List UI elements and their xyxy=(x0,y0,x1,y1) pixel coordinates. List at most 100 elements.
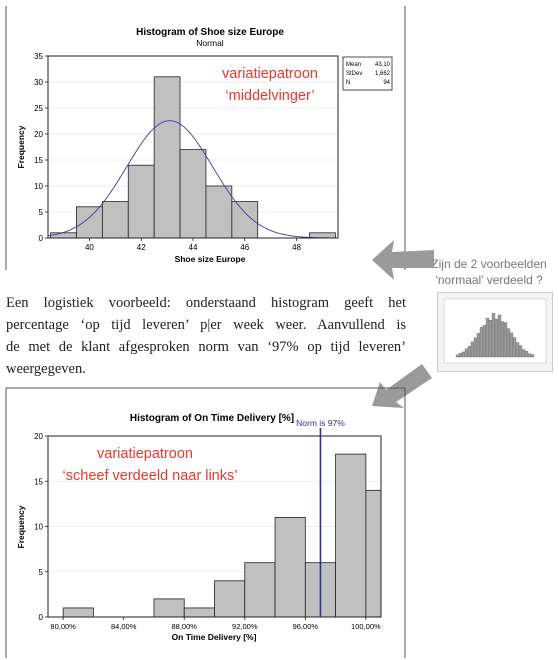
thumb-bar xyxy=(488,320,493,358)
arrow-left-icon xyxy=(372,240,434,280)
y-tick-label: 15 xyxy=(34,156,43,165)
histogram-bar xyxy=(76,206,103,239)
thumb-bar xyxy=(515,342,520,358)
stat-label-stdev: StDev xyxy=(346,71,362,77)
x-tick-label: 88,00% xyxy=(172,622,198,631)
thumb-bar xyxy=(500,321,505,358)
thumb-bar xyxy=(527,353,532,358)
x-tick-label: 92,00% xyxy=(232,622,258,631)
thumb-bar xyxy=(479,327,484,358)
histogram-bar xyxy=(365,489,382,618)
question-line-1: Zijn de 2 voorbeelden xyxy=(431,257,547,271)
y-axis-label: Frequency xyxy=(16,125,26,168)
x-tick-label: 100,00% xyxy=(351,622,381,631)
question-text: Zijn de 2 voorbeelden ‘normaal’ verdeeld… xyxy=(420,256,558,288)
norm-reference-label: Norm is 97% xyxy=(296,418,345,428)
stat-value-n: 94 xyxy=(383,80,390,86)
question-line-2: ‘normaal’ verdeeld ? xyxy=(435,273,543,287)
histogram-bar xyxy=(101,201,129,239)
thumb-bar xyxy=(455,354,460,358)
y-tick-label: 35 xyxy=(34,52,43,61)
histogram-bar xyxy=(127,164,155,239)
histogram-bar xyxy=(153,76,181,239)
shoe-size-histogram: Histogram of Shoe size Europe Normal 0 5 1… xyxy=(5,6,406,270)
y-tick-label: 5 xyxy=(39,568,44,577)
x-tick-label: 84,00% xyxy=(111,622,137,631)
histogram-bar xyxy=(153,598,185,618)
stat-label-n: N xyxy=(346,80,350,86)
x-tick-label: 44 xyxy=(189,243,198,252)
paragraph-line-4: weergegeven. xyxy=(6,361,86,377)
y-axis-label: Frequency xyxy=(16,505,26,548)
thumb-bar xyxy=(506,328,511,358)
histogram-bar xyxy=(274,517,306,618)
explanation-paragraph: Een logistiek voorbeeld: onderstaand his… xyxy=(6,292,406,380)
thumb-bar xyxy=(530,354,535,358)
thumb-bar xyxy=(497,314,502,358)
histogram-bar xyxy=(62,607,94,618)
stat-value-stdev: 1,662 xyxy=(375,71,391,77)
normal-fit-curve xyxy=(47,120,338,239)
annotation-line-2: ‘scheef verdeeld naar links’ xyxy=(63,468,238,484)
y-tick-label: 20 xyxy=(34,130,43,139)
on-time-delivery-histogram: Histogram of On Time Delivery [%] Norm i… xyxy=(5,387,406,658)
arrow-to-bottom-chart xyxy=(372,364,432,408)
thumb-bar xyxy=(485,317,490,358)
histogram-bar xyxy=(335,453,367,618)
annotation-line-2: ‘middelvinger’ xyxy=(225,88,314,104)
arrow-to-top-chart xyxy=(372,240,434,280)
x-axis-label: On Time Delivery [%] xyxy=(172,632,257,642)
stat-label-mean: Mean xyxy=(346,62,361,68)
x-tick-label: 48 xyxy=(292,243,301,252)
y-tick-label: 0 xyxy=(39,613,44,622)
y-tick-label: 10 xyxy=(34,523,43,532)
y-tick-label: 0 xyxy=(39,234,44,243)
x-axis-label: Shoe size Europe xyxy=(175,254,246,264)
thumb-bar xyxy=(482,324,487,358)
thumbnail-histogram xyxy=(437,292,553,372)
histogram-bar xyxy=(214,580,246,618)
thumb-bar xyxy=(467,346,472,358)
thumb-bar xyxy=(458,353,463,358)
thumb-bar xyxy=(524,351,529,358)
paragraph-line-1: Een logistiek voorbeeld: onderstaand his… xyxy=(6,295,406,311)
y-tick-label: 20 xyxy=(34,432,43,441)
annotation-line-1: variatiepatroon xyxy=(222,66,318,82)
thumb-bar xyxy=(464,348,469,358)
x-tick-label: 40 xyxy=(85,243,94,252)
thumb-bar xyxy=(509,332,514,358)
y-tick-label: 5 xyxy=(39,208,44,217)
x-tick-label: 46 xyxy=(240,243,249,252)
annotation-line-1: variatiepatroon xyxy=(97,446,193,462)
thumb-bar xyxy=(503,322,508,358)
thumbnail-histogram-image xyxy=(443,298,547,364)
thumb-bar xyxy=(476,333,481,358)
chart-title: Histogram of Shoe size Europe xyxy=(136,27,284,38)
histogram-bar xyxy=(183,607,215,618)
y-tick-label: 30 xyxy=(34,78,43,87)
thumb-bar xyxy=(494,318,499,358)
thumb-bar xyxy=(461,351,466,358)
histogram-bar xyxy=(179,149,207,239)
thumb-bar xyxy=(512,337,517,358)
chart-subtitle: Normal xyxy=(196,38,224,48)
histogram-bar xyxy=(231,201,259,239)
stat-value-mean: 43,10 xyxy=(375,62,391,68)
histogram-bar xyxy=(205,185,233,239)
thumb-bar xyxy=(521,349,526,358)
thumb-bar xyxy=(491,313,496,358)
x-tick-label: 42 xyxy=(137,243,146,252)
histogram-bar xyxy=(50,232,77,239)
paragraph-line-3: de met de klant afgesproken norm van ‘97… xyxy=(6,339,406,355)
arrow-down-left-icon xyxy=(372,364,432,408)
thumb-bar xyxy=(470,341,475,358)
y-tick-label: 25 xyxy=(34,104,43,113)
stats-box: Mean 43,10 StDev 1,662 N 94 xyxy=(342,56,393,91)
x-tick-label: 80,00% xyxy=(50,622,76,631)
histogram-bar xyxy=(244,562,276,618)
thumb-bar xyxy=(473,337,478,358)
y-tick-label: 10 xyxy=(34,182,43,191)
thumb-bar xyxy=(518,345,523,358)
y-tick-label: 15 xyxy=(34,477,43,486)
paragraph-line-2: percentage ‘op tijd leveren’ p|er week w… xyxy=(6,317,406,333)
